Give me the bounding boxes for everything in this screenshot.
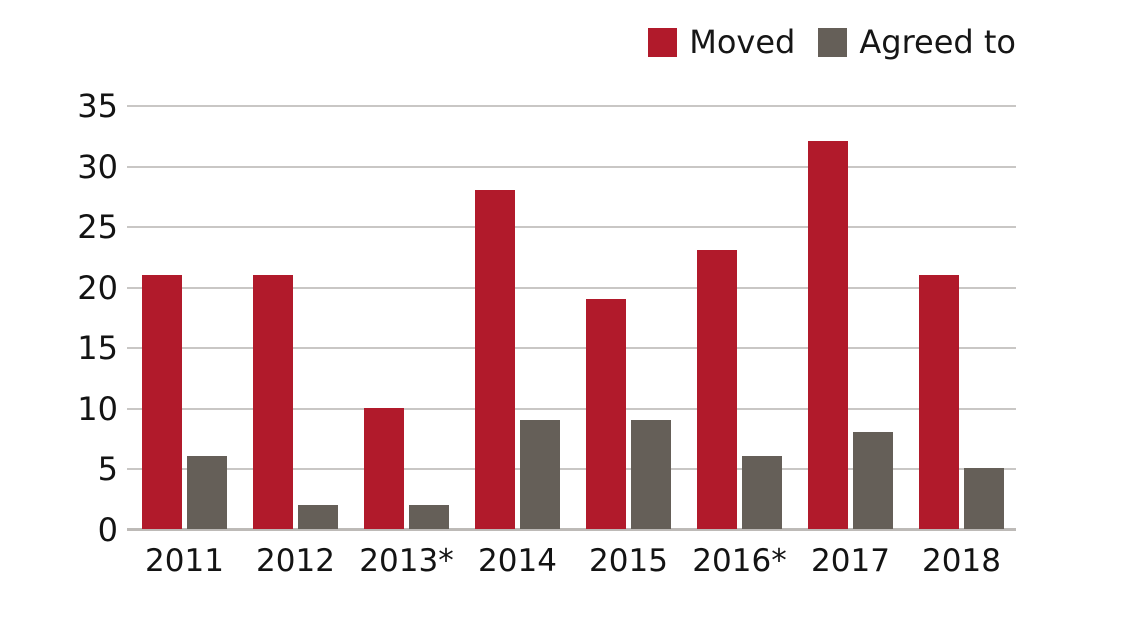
- bar-agreed-to-2011: [187, 456, 227, 529]
- bar-moved-2017: [808, 141, 848, 529]
- bar-moved-2012: [253, 274, 293, 529]
- bar-moved-2011: [142, 274, 182, 529]
- x-tick-label-2015: 2015: [589, 543, 668, 579]
- bar-moved-2015: [586, 298, 626, 529]
- y-tick-label-5: 5: [97, 450, 118, 489]
- legend-item-moved: Moved: [648, 26, 795, 58]
- bar-agreed-to-2015: [631, 419, 671, 529]
- gridline-y-5: [127, 468, 1016, 471]
- plot-area: [127, 105, 1016, 531]
- y-tick-label-10: 10: [77, 389, 118, 428]
- bar-moved-2016: [697, 250, 737, 529]
- bar-agreed-to-2013: [409, 504, 449, 529]
- x-tick-label-2018: 2018: [922, 543, 1001, 579]
- y-tick-label-0: 0: [97, 511, 118, 549]
- y-tick-label-30: 30: [77, 147, 118, 186]
- legend-label-moved: Moved: [689, 23, 796, 61]
- bar-agreed-to-2012: [298, 504, 338, 529]
- legend-label-agreed-to: Agreed to: [859, 23, 1016, 61]
- bar-agreed-to-2016: [742, 456, 782, 529]
- x-tick-label-2012: 2012: [256, 543, 335, 579]
- bar-moved-2013: [364, 407, 404, 529]
- gridline-y-20: [127, 286, 1016, 289]
- chart-legend: Moved Agreed to: [648, 26, 1016, 58]
- gridline-y-25: [127, 226, 1016, 229]
- x-tick-label-2016: 2016*: [692, 543, 787, 579]
- bar-agreed-to-2017: [853, 432, 893, 529]
- legend-item-agreed-to: Agreed to: [818, 26, 1016, 58]
- bar-moved-2014: [475, 189, 515, 529]
- gridline-y-35: [127, 105, 1016, 107]
- gridline-y-15: [127, 347, 1016, 350]
- bar-agreed-to-2014: [520, 419, 560, 529]
- x-tick-label-2017: 2017: [811, 543, 890, 579]
- legend-swatch-agreed-to: [818, 27, 848, 57]
- x-axis: 2011 2012 2013* 2014 2015 2016* 2017 2018: [127, 543, 1016, 585]
- y-tick-label-35: 35: [77, 87, 118, 125]
- gridline-y-30: [127, 165, 1016, 168]
- legend-swatch-moved: [648, 27, 678, 57]
- x-tick-label-2013: 2013*: [359, 543, 454, 579]
- gridline-y-10: [127, 407, 1016, 410]
- x-tick-label-2014: 2014: [478, 543, 557, 579]
- y-tick-label-15: 15: [77, 329, 118, 368]
- y-axis: 0 5 10 15 20 25 30 35: [0, 87, 118, 549]
- bar-moved-2018: [919, 274, 959, 529]
- y-tick-label-25: 25: [77, 208, 118, 247]
- x-tick-label-2011: 2011: [145, 543, 224, 579]
- bar-agreed-to-2018: [964, 468, 1004, 529]
- x-axis-baseline: [127, 528, 1016, 531]
- y-tick-label-20: 20: [77, 268, 118, 307]
